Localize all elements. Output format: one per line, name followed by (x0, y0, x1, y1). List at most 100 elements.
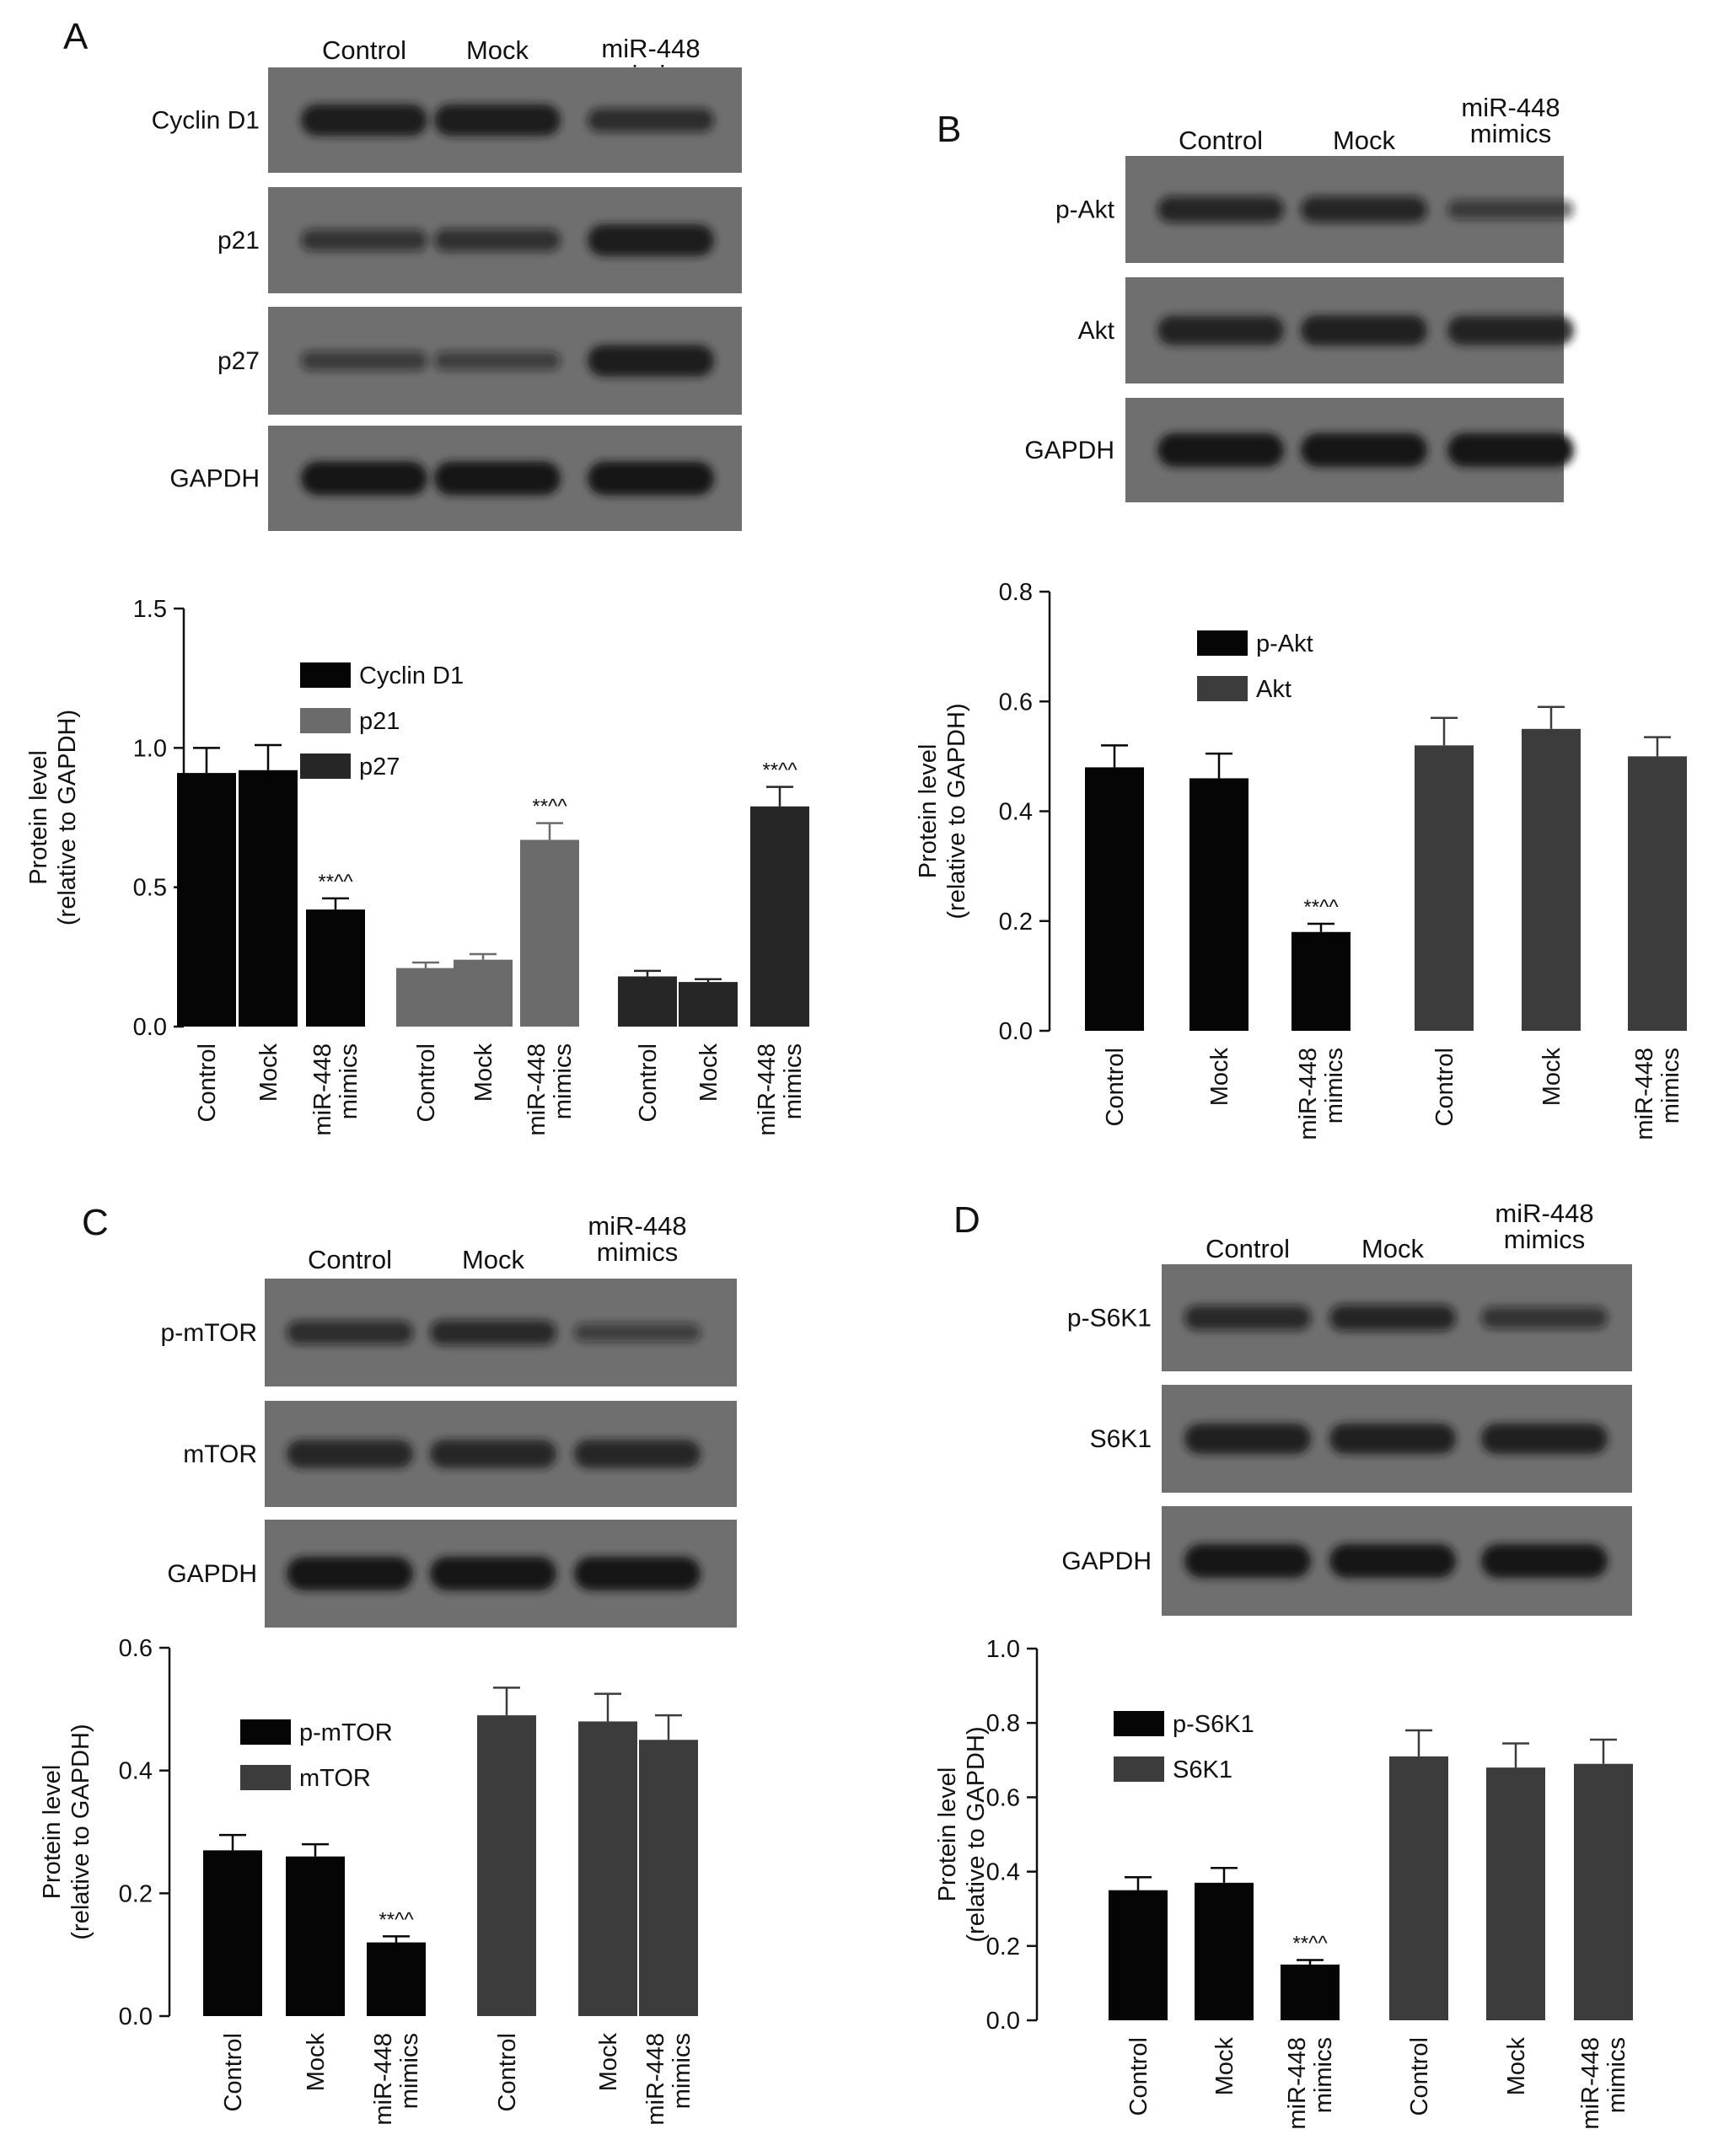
bar (1389, 1756, 1448, 2020)
blot-strip: p27 (217, 307, 742, 415)
bar (639, 1740, 698, 2016)
protein-band (1184, 1305, 1311, 1331)
panel-letter: C (82, 1202, 109, 1243)
y-axis-label: Protein level (934, 1767, 961, 1902)
protein-band (1301, 196, 1427, 223)
lane-label-0: Control (308, 1245, 392, 1274)
y-tick-label: 0.0 (999, 1018, 1033, 1045)
legend-label: p21 (359, 708, 400, 735)
protein-band (434, 351, 561, 370)
x-category-label: mimics (1657, 1048, 1684, 1124)
x-category-label: Control (220, 2033, 247, 2112)
protein-band (574, 1440, 701, 1468)
legend-swatch (300, 754, 351, 779)
x-category-label: Mock (1206, 1048, 1233, 1107)
bar (1085, 767, 1144, 1031)
blot-label: GAPDH (169, 465, 260, 493)
bar (1109, 1890, 1168, 2020)
x-category-label: Control (413, 1043, 440, 1123)
y-axis-label: Protein level (39, 1765, 66, 1900)
protein-band (430, 1440, 556, 1468)
bar (520, 839, 579, 1027)
y-axis-label: Protein level (915, 744, 942, 879)
y-tick-label: 0.0 (133, 1014, 167, 1041)
blot-strip: p-mTOR (161, 1279, 737, 1386)
protein-band (1447, 315, 1574, 346)
x-category-label: miR-448 (1577, 2037, 1604, 2130)
lane-label-1: Mock (466, 35, 529, 65)
blot-strip: Akt (1078, 277, 1574, 383)
lane-label-0: Control (322, 35, 406, 65)
bar (1281, 1964, 1340, 2020)
protein-band (1329, 1305, 1456, 1331)
protein-band (588, 461, 714, 496)
y-tick-label: 0.0 (119, 2003, 153, 2030)
x-category-label: mimics (396, 2033, 423, 2109)
panel-letter: A (63, 16, 89, 57)
significance-label: **^^ (379, 1908, 414, 1931)
protein-band (1329, 1544, 1456, 1578)
blot-strip: GAPDH (169, 426, 742, 531)
legend-swatch (300, 662, 351, 688)
protein-band (574, 1323, 701, 1342)
bar (1189, 778, 1249, 1031)
x-category-label: mimics (550, 1043, 577, 1119)
protein-band (287, 1557, 413, 1590)
x-category-label: mimics (1321, 1048, 1348, 1124)
x-category-label: Control (1125, 2037, 1152, 2116)
y-axis-label: (relative to GAPDH) (943, 703, 970, 919)
y-tick-label: 0.2 (986, 1933, 1020, 1960)
x-category-label: miR-448 (524, 1043, 550, 1136)
chart-legend: p-Akt Akt (1197, 630, 1313, 703)
significance-label: **^^ (1292, 1933, 1328, 1955)
protein-band (301, 461, 427, 496)
protein-band (301, 351, 427, 371)
x-category-label: mimics (1310, 2037, 1337, 2113)
bar-chart-a: 0.0 0.5 1.0 1.5 Protein level (relative to GA… (25, 596, 809, 1136)
y-tick-label: 0.5 (133, 875, 167, 902)
bar (1195, 1882, 1254, 2020)
protein-band (1301, 433, 1427, 467)
y-tick-label: 1.5 (133, 596, 167, 623)
y-tick-label: 0.2 (119, 1880, 153, 1907)
significance-label: **^^ (762, 759, 797, 782)
y-tick-label: 0.2 (999, 909, 1033, 936)
legend-label: mTOR (299, 1765, 371, 1792)
protein-band (574, 1557, 701, 1590)
blot-label: GAPDH (167, 1560, 257, 1588)
x-category-label: miR-448 (1631, 1048, 1658, 1140)
blot-label: p-Akt (1055, 196, 1115, 224)
bar (1522, 728, 1581, 1031)
protein-band (434, 104, 561, 137)
legend-swatch (1197, 630, 1248, 656)
y-axis-label: Protein level (25, 750, 52, 885)
x-category-label: miR-448 (1284, 2037, 1311, 2130)
significance-label: **^^ (532, 796, 567, 818)
protein-band (1447, 199, 1574, 220)
bar (578, 1721, 637, 2016)
blot-strip: GAPDH (1024, 398, 1574, 502)
legend-swatch (1114, 1756, 1164, 1782)
protein-band (301, 229, 427, 251)
x-category-label: Control (1406, 2037, 1433, 2116)
bar-chart-c: 0.0 0.2 0.4 0.6 Protein level (relative to GA… (39, 1635, 698, 2126)
lane-label-2: mimics (1470, 119, 1551, 148)
bar-chart-b: 0.0 0.2 0.4 0.6 0.8 Protein level (relative to… (915, 579, 1687, 1140)
lane-label-2: mimics (1504, 1225, 1585, 1254)
blot-label: GAPDH (1024, 437, 1114, 464)
x-category-label: Control (494, 2033, 521, 2112)
protein-band (1184, 1423, 1311, 1455)
x-category-label: Mock (255, 1043, 282, 1102)
bar (1628, 756, 1687, 1031)
bar (454, 959, 513, 1027)
x-category-label: Mock (470, 1043, 497, 1102)
protein-band (1329, 1423, 1456, 1455)
y-tick-label: 0.6 (999, 689, 1033, 716)
y-tick-label: 1.0 (133, 735, 167, 762)
y-tick-label: 0.0 (986, 2008, 1020, 2035)
x-category-label: Mock (1211, 2037, 1238, 2096)
y-tick-label: 0.8 (986, 1710, 1020, 1737)
legend-label: S6K1 (1173, 1756, 1232, 1783)
